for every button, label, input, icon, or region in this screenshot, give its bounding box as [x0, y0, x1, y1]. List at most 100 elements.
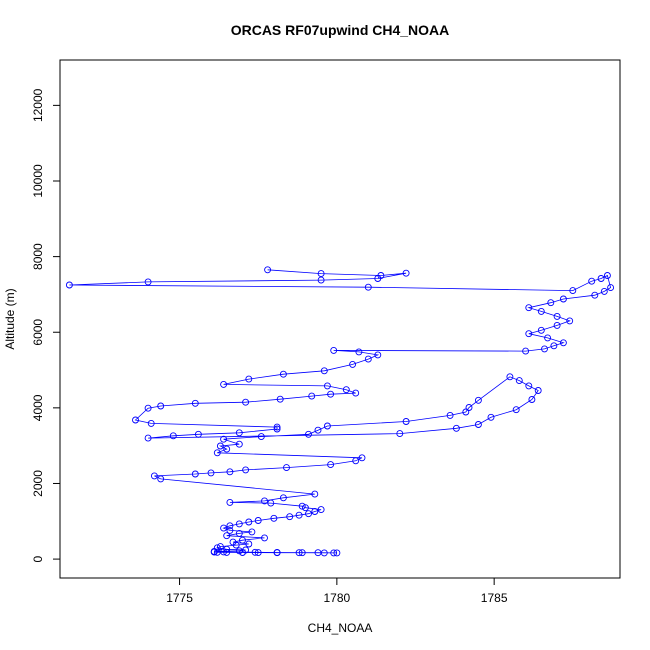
data-point [157, 402, 165, 410]
data-point [254, 517, 262, 524]
data-point [239, 549, 246, 556]
data-point [352, 389, 360, 397]
data-point [402, 418, 410, 425]
data-point [547, 299, 555, 307]
data-point [515, 377, 523, 385]
data-point [235, 547, 243, 555]
data-point [220, 524, 228, 532]
data-point [235, 440, 243, 448]
data-point [223, 548, 231, 556]
y-tick-label: 2000 [31, 470, 45, 497]
data-point [550, 342, 558, 350]
data-point [235, 529, 243, 537]
data-point [402, 269, 410, 277]
data-point [525, 304, 533, 312]
data-point [541, 345, 548, 353]
data-point [364, 355, 372, 363]
data-point [569, 287, 577, 295]
data-point [317, 270, 325, 278]
data-point [317, 506, 325, 514]
data-point [270, 514, 278, 522]
x-tick-label: 1775 [166, 591, 193, 605]
data-point [528, 396, 536, 403]
data-point [607, 284, 615, 292]
data-point [144, 278, 152, 286]
data-point [474, 396, 482, 404]
data-point [462, 408, 470, 416]
data-point [223, 445, 231, 453]
data-point [559, 295, 567, 303]
data-point [65, 281, 73, 289]
data-point [559, 339, 567, 347]
data-point [474, 421, 482, 428]
data-point [220, 435, 228, 443]
data-point [301, 504, 309, 512]
data-point [261, 534, 268, 542]
data-point [226, 522, 234, 530]
series-line [69, 269, 612, 554]
data-point [223, 532, 231, 540]
data-point [242, 398, 250, 406]
y-tick-label: 6000 [31, 319, 45, 346]
y-tick-label: 8000 [31, 243, 45, 270]
data-point [147, 419, 155, 427]
data-point [276, 395, 284, 403]
data-point [267, 499, 275, 507]
y-tick-label: 4000 [31, 394, 45, 421]
data-point [327, 461, 335, 469]
data-point [226, 526, 234, 534]
data-point [150, 472, 158, 480]
data-point [283, 464, 290, 472]
data-point [446, 411, 454, 419]
data-point [232, 541, 240, 549]
data-point [210, 548, 218, 556]
data-point [213, 449, 221, 457]
data-point [144, 434, 152, 442]
data-point [216, 442, 224, 450]
data-point [235, 520, 243, 528]
data-point [314, 426, 322, 434]
data-point [333, 549, 341, 557]
data-point [286, 513, 294, 521]
data-point [320, 549, 328, 557]
data-point [327, 390, 335, 398]
data-point [207, 469, 215, 477]
data-point [452, 424, 460, 432]
data-point [245, 540, 253, 548]
data-point [257, 433, 265, 441]
y-axis: 0 2000 4000 6000 8000 10000 12000 [31, 88, 61, 562]
data-point [305, 430, 312, 438]
data-point [157, 475, 165, 483]
data-point [591, 291, 599, 299]
data-point [465, 404, 473, 411]
y-tick-label: 12000 [31, 88, 45, 122]
data-point [273, 425, 281, 433]
data-point [191, 399, 199, 407]
data-layer [65, 266, 615, 557]
data-point [525, 330, 533, 338]
data-point [239, 536, 246, 544]
data-point [374, 351, 382, 359]
data-point [553, 321, 561, 329]
data-point [226, 498, 234, 506]
data-point [537, 307, 545, 315]
y-tick-label: 0 [31, 555, 45, 562]
data-point [323, 422, 331, 430]
data-point [251, 548, 259, 556]
data-point [352, 457, 360, 465]
data-point [330, 549, 338, 557]
data-point [144, 404, 152, 412]
data-point [298, 502, 306, 510]
data-point [235, 429, 243, 437]
data-point [194, 430, 202, 438]
data-point [220, 380, 228, 388]
data-point [323, 382, 331, 390]
x-axis: 1775 1780 1785 [166, 577, 508, 605]
data-point [342, 386, 350, 394]
data-point [308, 392, 316, 400]
data-point [254, 549, 262, 557]
chart-title: ORCAS RF07upwind CH4_NOAA [231, 22, 450, 38]
y-tick-label: 10000 [31, 164, 45, 198]
